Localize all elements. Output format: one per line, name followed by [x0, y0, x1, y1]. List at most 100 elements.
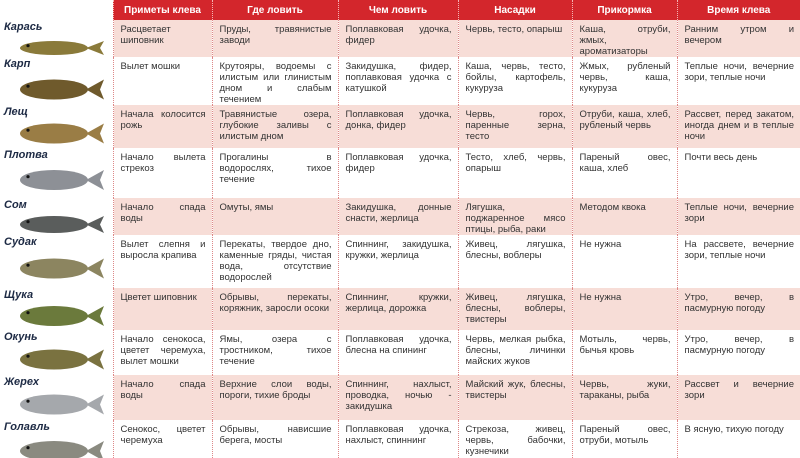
fish-body — [20, 258, 88, 279]
table-cell: Обрывы, нависшие берега, мосты — [211, 420, 338, 458]
fish-body — [20, 441, 88, 458]
fish-row: Голавль Сенокос, цветет черемуха Обрывы, н… — [0, 420, 800, 458]
fish-name: Щука — [4, 289, 34, 301]
fish-eye — [26, 128, 30, 132]
table-cell: Стрекоза, живец, червь, бабочки, кузнечи… — [457, 420, 572, 458]
fish-cell: Судак — [0, 235, 113, 288]
table-cell: Жмых, рубленый червь, каша, кукуруза — [571, 57, 677, 105]
fish-cell: Голавль — [0, 420, 113, 458]
table-cell: Пареный овес, каша, хлеб — [571, 148, 677, 198]
fish-image — [20, 394, 104, 415]
table-cell: Методом квока — [571, 198, 677, 235]
column-header: Время клева — [676, 0, 800, 20]
fish-row: Лещ Начала колосится рожь Травянистые озер… — [0, 105, 800, 148]
fish-body — [20, 123, 88, 144]
fish-eye — [26, 175, 30, 179]
table-cell: Крутояры, водоемы с илистым или глинисты… — [211, 57, 338, 105]
table-cell: Вылет слепня и выросла крапива — [112, 235, 212, 288]
table-cell: Пруды, травянистые заводи — [211, 20, 338, 57]
fish-tail — [86, 216, 104, 233]
fish-cell: Окунь — [0, 330, 113, 375]
fish-body — [20, 306, 88, 326]
fish-image — [20, 306, 104, 326]
fish-name: Сом — [4, 199, 27, 211]
table-cell: Закидушка, донные снасти, жерлица — [337, 198, 458, 235]
fish-body — [20, 216, 88, 233]
table-cell: Каша, червь, тесто, бойлы, картофель, ку… — [457, 57, 572, 105]
fish-row: Щука Цветет шиповник Обрывы, перекаты, кор… — [0, 288, 800, 330]
fish-image — [20, 79, 104, 100]
fish-name: Голавль — [4, 421, 50, 433]
table-cell: Утро, вечер, в пасмурную погоду — [676, 330, 800, 375]
table-cell: Начало спада воды — [112, 198, 212, 235]
table-cell: Поплавковая удочка, фидер — [337, 20, 458, 57]
fish-name: Жерех — [4, 376, 39, 388]
fish-name: Окунь — [4, 331, 38, 343]
table-cell: Перекаты, твердое дно, каменные гряды, ч… — [211, 235, 338, 288]
fish-eye — [26, 311, 30, 315]
table-cell: Спиннинг, кружки, жерлица, дорожка — [337, 288, 458, 330]
table-cell: Спиннинг, закидушка, кружки, жерлица — [337, 235, 458, 288]
column-header: Насадки — [457, 0, 572, 20]
fish-cell: Карп — [0, 57, 113, 105]
table-cell: Начало спада воды — [112, 375, 212, 420]
fish-row: Карась Расцветает шиповник Пруды, травянис… — [0, 20, 800, 57]
fish-tail — [86, 123, 104, 144]
fish-tail — [86, 441, 104, 458]
fish-eye — [26, 44, 30, 48]
fish-tail — [86, 306, 104, 326]
table-cell: Каша, отруби, жмых, ароматизаторы — [571, 20, 677, 57]
fish-eye — [26, 263, 30, 267]
fish-body — [20, 79, 88, 100]
fish-tail — [86, 349, 104, 370]
table-cell: Прогалины в водорослях, тихое течение — [211, 148, 338, 198]
table-cell: Теплые ночи, вечерние зори, теплые ночи — [676, 57, 800, 105]
table-cell: Не нужна — [571, 288, 677, 330]
table-cell: Червь, тесто, опарыш — [457, 20, 572, 57]
table-cell: Червь, горох, паренные зерна, тесто — [457, 105, 572, 148]
fish-eye — [26, 84, 30, 88]
column-header: Приметы клева — [112, 0, 212, 20]
fish-eye — [26, 399, 30, 403]
fish-row: Сом Начало спада воды Омуты, ямы Закидушка,… — [0, 198, 800, 235]
fish-row: Окунь Начало сенокоса, цветет черемуха, в… — [0, 330, 800, 375]
table-cell: Утро, вечер, в пасмурную погоду — [676, 288, 800, 330]
table-cell: Поплавковая удочка, блесна на спининг — [337, 330, 458, 375]
fish-name: Судак — [4, 236, 37, 248]
table-cell: Травянистые озера, глубокие заливы с или… — [211, 105, 338, 148]
table-cell: Тесто, хлеб, червь, опарыш — [457, 148, 572, 198]
fish-image — [20, 41, 104, 55]
table-cell: Теплые ночи, вечерние зори — [676, 198, 800, 235]
table-cell: На рассвете, вечерние зори, теплые ночи — [676, 235, 800, 288]
fish-image — [20, 170, 104, 190]
fish-row: Судак Вылет слепня и выросла крапива Перек… — [0, 235, 800, 288]
fish-row: Плотва Начало вылета стрекоз Прогалины в в… — [0, 148, 800, 198]
table-cell: Ранним утром и вечером — [676, 20, 800, 57]
fish-eye — [26, 446, 30, 450]
table-cell: Червь, жуки, тараканы, рыба — [571, 375, 677, 420]
fish-body — [20, 394, 88, 415]
table-cell: Рассвет и вечерние зори — [676, 375, 800, 420]
table-cell: Сенокос, цветет черемуха — [112, 420, 212, 458]
table-cell: Вылет мошки — [112, 57, 212, 105]
fish-tail — [86, 394, 104, 415]
table-cell: Начало сенокоса, цветет черемуха, вылет … — [112, 330, 212, 375]
column-header: Где ловить — [211, 0, 338, 20]
table-cell: Обрывы, перекаты, коряжник, заросли осок… — [211, 288, 338, 330]
table-cell: Начало вылета стрекоз — [112, 148, 212, 198]
header-row: Приметы клева Где ловить Чем ловить Насадки… — [0, 0, 800, 20]
table-cell: Живец, лягушка, блесны, воблеры, твистер… — [457, 288, 572, 330]
table-cell: Отруби, каша, хлеб, рубленый червь — [571, 105, 677, 148]
fish-cell: Сом — [0, 198, 113, 235]
table-cell: Начала колосится рожь — [112, 105, 212, 148]
fish-row: Карп Вылет мошки Крутояры, водоемы с илист… — [0, 57, 800, 105]
fish-eye — [26, 220, 30, 224]
fish-cell: Плотва — [0, 148, 113, 198]
table-cell: Спиннинг, нахлыст, проводка, ночью - зак… — [337, 375, 458, 420]
table-cell: Цветет шиповник — [112, 288, 212, 330]
table-cell: Майский жук, блесны, твистеры — [457, 375, 572, 420]
table-cell: Мотыль, червь, бычья кровь — [571, 330, 677, 375]
fish-name: Карась — [4, 21, 43, 33]
